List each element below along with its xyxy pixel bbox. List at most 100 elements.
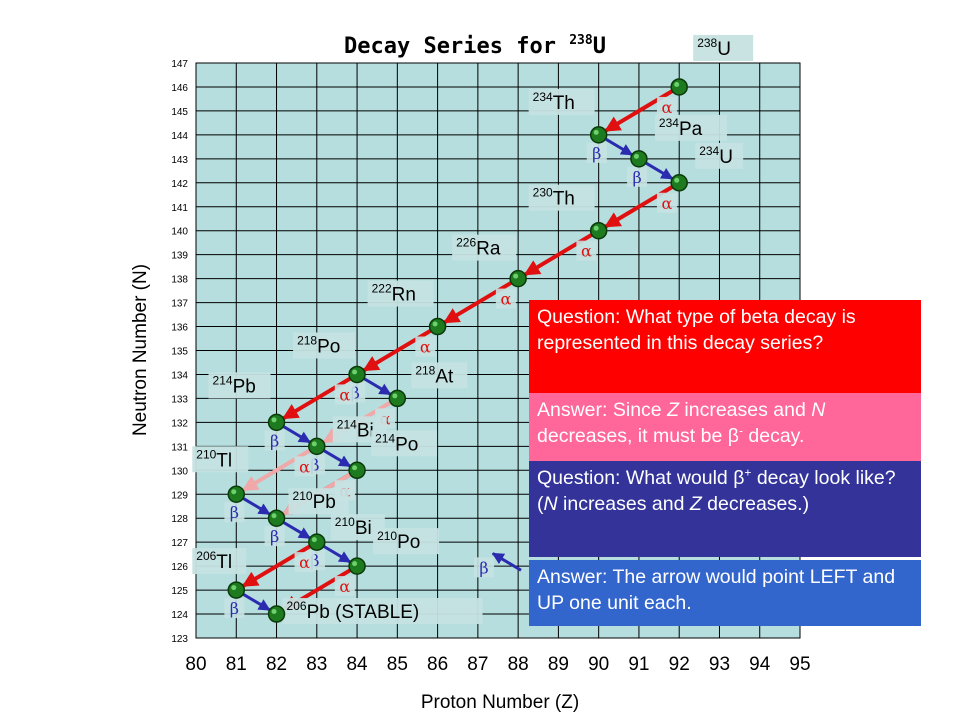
beta-decay-arrow bbox=[603, 136, 634, 157]
nuclide-symbol: At bbox=[435, 366, 454, 387]
y-tick-label: 131 bbox=[171, 442, 188, 453]
decay-symbol-bg bbox=[224, 502, 245, 523]
answer-1-text-d: decay. bbox=[742, 425, 805, 447]
question-2-z: Z bbox=[689, 493, 702, 515]
nuclide-mass-number: 206 bbox=[196, 549, 216, 563]
y-tick-label: 126 bbox=[171, 562, 188, 573]
nuclide-node bbox=[308, 533, 326, 551]
answer-2-text: Answer: The arrow would point LEFT and U… bbox=[537, 566, 896, 614]
nuclide-node bbox=[267, 413, 286, 432]
beta-decay-arrow bbox=[321, 448, 352, 468]
nuclide-label-bg bbox=[693, 34, 754, 61]
decay-symbol: α bbox=[299, 553, 310, 572]
decay-symbol-bg bbox=[334, 576, 355, 597]
nuclide-node-highlight bbox=[271, 513, 277, 519]
answer-1-box: Answer: Since Z increases and N decrease… bbox=[529, 393, 921, 461]
nuclide-mass-number: 222 bbox=[372, 282, 392, 296]
nuclide-symbol: Ra bbox=[476, 239, 501, 260]
y-tick-label: 133 bbox=[171, 394, 188, 405]
nuclide-mass-number: 218 bbox=[297, 333, 317, 347]
y-tick-label: 136 bbox=[171, 323, 188, 334]
x-tick-label: 85 bbox=[387, 654, 408, 675]
alpha-decay-arrow bbox=[282, 375, 353, 421]
nuclide-label: 226Ra bbox=[456, 236, 501, 260]
nuclide-symbol: Tl bbox=[216, 450, 232, 471]
x-tick-label: 83 bbox=[306, 654, 327, 675]
y-tick-label: 147 bbox=[171, 59, 188, 70]
nuclide-label-bg bbox=[192, 446, 249, 473]
nuclide-mass-number: 234 bbox=[699, 144, 719, 158]
nuclide-label: 238U bbox=[697, 36, 731, 60]
nuclide-label-bg bbox=[528, 184, 595, 211]
nuclide-label: 214Po bbox=[375, 431, 418, 455]
chart-title-mass: 238 bbox=[569, 33, 593, 48]
y-tick-label: 139 bbox=[171, 251, 188, 262]
question-2-n: N bbox=[543, 493, 558, 515]
nuclide-symbol: Po bbox=[395, 434, 418, 455]
nuclide-node-highlight bbox=[271, 417, 277, 423]
nuclide-label-bg bbox=[371, 430, 438, 457]
nuclide-label-bg bbox=[288, 488, 349, 515]
nuclide-node-highlight bbox=[311, 537, 317, 543]
decay-symbol-bg bbox=[264, 526, 285, 547]
alpha-decay-arrow bbox=[604, 184, 676, 229]
nuclide-node-highlight bbox=[231, 489, 237, 495]
question-2-text-d: decreases.) bbox=[701, 493, 810, 515]
x-tick-label: 80 bbox=[185, 654, 206, 675]
nuclide-node-highlight bbox=[352, 465, 358, 471]
decay-symbol-bg bbox=[294, 456, 315, 477]
nuclide-label-bg bbox=[528, 88, 595, 115]
x-tick-label: 90 bbox=[588, 654, 609, 675]
nuclide-label: 234U bbox=[699, 144, 733, 168]
decay-symbol: α bbox=[299, 457, 310, 476]
nuclide-node-highlight bbox=[311, 441, 317, 447]
nuclide-symbol: Po bbox=[397, 532, 420, 553]
answer-2-box: Answer: The arrow would point LEFT and U… bbox=[529, 560, 921, 626]
nuclide-symbol: Po bbox=[317, 336, 340, 357]
x-tick-label: 82 bbox=[266, 654, 287, 675]
x-tick-label: 93 bbox=[709, 654, 730, 675]
nuclide-label: 210Bi bbox=[335, 515, 372, 539]
nuclide-mass-number: 214 bbox=[337, 417, 357, 431]
nuclide-symbol: Rn bbox=[392, 285, 416, 306]
answer-1-beta-sign: - bbox=[738, 423, 743, 438]
question-2-text-a: Question: What would bbox=[537, 467, 734, 489]
nuclide-label: 218At bbox=[415, 363, 454, 387]
nuclide-mass-number: 230 bbox=[533, 186, 553, 200]
question-2-beta: β bbox=[733, 467, 745, 489]
decay-symbol-bg bbox=[334, 384, 355, 405]
nuclide-label-bg bbox=[293, 332, 356, 359]
nuclide-label: 214Pb bbox=[213, 373, 256, 397]
nuclide-node bbox=[670, 174, 688, 192]
alpha-decay-arrow bbox=[241, 447, 313, 492]
decay-symbol: α bbox=[662, 194, 673, 213]
nuclide-node-highlight bbox=[674, 81, 680, 87]
nuclide-mass-number: 214 bbox=[213, 373, 233, 387]
decay-symbol: β bbox=[270, 527, 279, 546]
x-tick-label: 84 bbox=[346, 654, 368, 675]
nuclide-node bbox=[388, 389, 407, 408]
decay-symbol-bg bbox=[415, 336, 436, 357]
beta-decay-arrow bbox=[361, 376, 392, 396]
nuclide-symbol: Pb bbox=[313, 492, 336, 513]
nuclide-symbol: Pa bbox=[679, 119, 703, 140]
x-tick-label: 95 bbox=[789, 654, 810, 675]
nuclide-mass-number: 210 bbox=[293, 489, 313, 503]
decay-symbol-bg bbox=[627, 166, 648, 187]
nuclide-mass-number: 210 bbox=[377, 529, 397, 543]
nuclide-symbol: U bbox=[717, 39, 731, 60]
chart-title-text: Decay Series for bbox=[344, 34, 569, 59]
decay-symbol: β bbox=[592, 144, 601, 163]
y-tick-label: 142 bbox=[171, 179, 188, 190]
answer-1-beta: β bbox=[727, 425, 739, 447]
y-tick-label: 124 bbox=[171, 610, 188, 621]
answer-1-text-c: decreases, it must be bbox=[537, 425, 728, 447]
nuclide-node bbox=[630, 150, 648, 168]
decay-symbol-bg bbox=[224, 598, 245, 619]
question-1-text: Question: What type of beta decay is rep… bbox=[537, 306, 856, 354]
nuclide-label-bg bbox=[192, 548, 247, 575]
nuclide-symbol: Th bbox=[553, 189, 575, 210]
decay-symbol: β bbox=[310, 551, 319, 570]
y-tick-label: 127 bbox=[171, 538, 188, 549]
nuclide-label: 218Po bbox=[297, 333, 340, 357]
